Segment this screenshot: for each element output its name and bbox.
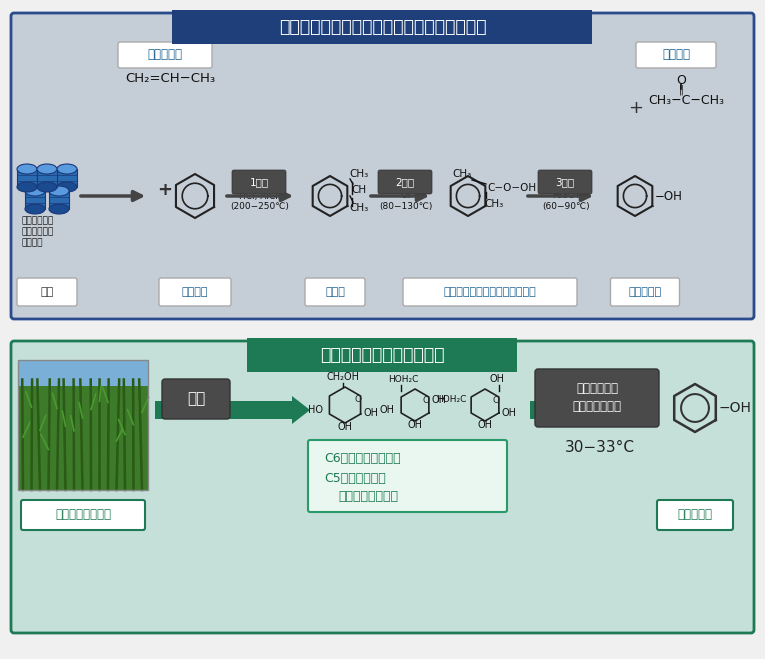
Text: 1段目: 1段目 bbox=[249, 177, 269, 187]
Text: バイオプロセス: バイオプロセス bbox=[572, 401, 621, 413]
Text: HOH₂C: HOH₂C bbox=[437, 395, 467, 405]
Ellipse shape bbox=[25, 204, 45, 214]
Text: O: O bbox=[493, 395, 500, 405]
Text: アラビノース等）: アラビノース等） bbox=[338, 490, 398, 503]
Bar bbox=[172, 10, 593, 44]
Polygon shape bbox=[530, 396, 658, 424]
Text: +: + bbox=[629, 99, 643, 117]
FancyBboxPatch shape bbox=[232, 170, 286, 194]
Bar bbox=[49, 191, 69, 209]
Text: OH: OH bbox=[337, 422, 353, 432]
FancyBboxPatch shape bbox=[535, 369, 659, 427]
FancyBboxPatch shape bbox=[162, 379, 230, 419]
Text: ・ナフサ分解: ・ナフサ分解 bbox=[22, 227, 54, 237]
Bar bbox=[57, 169, 77, 187]
Text: (80−130℃): (80−130℃) bbox=[379, 202, 433, 212]
Text: HCl, AlCl₃: HCl, AlCl₃ bbox=[239, 192, 282, 200]
Text: (60−90℃): (60−90℃) bbox=[542, 202, 590, 212]
Text: HOH₂C: HOH₂C bbox=[388, 374, 418, 384]
Bar bbox=[248, 338, 517, 372]
Bar bbox=[18, 360, 148, 405]
Text: フェノール: フェノール bbox=[678, 509, 712, 521]
FancyBboxPatch shape bbox=[403, 278, 577, 306]
Text: CH₂OH: CH₂OH bbox=[327, 372, 360, 382]
Bar bbox=[18, 360, 148, 490]
Text: ・抜出法: ・抜出法 bbox=[22, 239, 44, 248]
FancyBboxPatch shape bbox=[657, 500, 733, 530]
Ellipse shape bbox=[37, 182, 57, 192]
Text: クメン: クメン bbox=[325, 287, 345, 297]
Bar bbox=[25, 191, 45, 209]
Text: CH₃: CH₃ bbox=[349, 169, 368, 179]
Bar bbox=[17, 169, 37, 187]
FancyBboxPatch shape bbox=[17, 278, 77, 306]
Text: OH: OH bbox=[502, 408, 517, 418]
FancyBboxPatch shape bbox=[11, 13, 754, 319]
Text: 現在の工業的フェノール生産法（クメン法）: 現在の工業的フェノール生産法（クメン法） bbox=[278, 18, 487, 36]
Bar bbox=[18, 386, 148, 490]
Ellipse shape bbox=[49, 204, 69, 214]
Text: ベンゼン: ベンゼン bbox=[182, 287, 208, 297]
Text: 非可露バイオマス: 非可露バイオマス bbox=[55, 509, 111, 521]
FancyBboxPatch shape bbox=[159, 278, 231, 306]
Text: CH₂=CH−CH₃: CH₂=CH−CH₃ bbox=[125, 71, 215, 84]
Text: O₂: O₂ bbox=[401, 192, 412, 200]
Polygon shape bbox=[155, 396, 310, 424]
Text: OH: OH bbox=[477, 420, 493, 430]
Ellipse shape bbox=[37, 164, 57, 174]
Text: 2段目: 2段目 bbox=[396, 177, 415, 187]
FancyBboxPatch shape bbox=[118, 42, 212, 68]
Text: CH₃−C−CH₃: CH₃−C−CH₃ bbox=[648, 94, 724, 107]
Ellipse shape bbox=[17, 182, 37, 192]
Text: クメンハイドロパーオキサイド: クメンハイドロパーオキサイド bbox=[444, 287, 536, 297]
Text: (200−250℃): (200−250℃) bbox=[230, 202, 289, 212]
Text: CH: CH bbox=[351, 185, 366, 195]
Text: OH: OH bbox=[380, 405, 395, 415]
FancyBboxPatch shape bbox=[308, 440, 507, 512]
Text: 増殖非依存型: 増殖非依存型 bbox=[576, 382, 618, 395]
Text: CH₃: CH₃ bbox=[484, 199, 503, 209]
FancyBboxPatch shape bbox=[378, 170, 432, 194]
FancyBboxPatch shape bbox=[305, 278, 365, 306]
Text: O: O bbox=[354, 395, 361, 404]
Text: OH: OH bbox=[364, 408, 379, 418]
Text: ‖: ‖ bbox=[679, 85, 683, 96]
Ellipse shape bbox=[57, 164, 77, 174]
Text: フェノール: フェノール bbox=[628, 287, 662, 297]
Text: 3段目: 3段目 bbox=[555, 177, 575, 187]
Ellipse shape bbox=[17, 164, 37, 174]
Text: ・接触改質法: ・接触改質法 bbox=[22, 217, 54, 225]
Text: CH₃: CH₃ bbox=[349, 203, 368, 213]
Text: C−O−OH: C−O−OH bbox=[487, 183, 536, 193]
Text: OH: OH bbox=[408, 420, 422, 430]
Text: C5（キシロース: C5（キシロース bbox=[324, 471, 386, 484]
Text: CH₃: CH₃ bbox=[452, 169, 472, 179]
Text: グリーンフェノール生成法: グリーンフェノール生成法 bbox=[321, 346, 444, 364]
Text: 原油: 原油 bbox=[41, 287, 54, 297]
Bar bbox=[37, 169, 57, 187]
Ellipse shape bbox=[25, 186, 45, 196]
Text: O: O bbox=[423, 395, 430, 405]
FancyBboxPatch shape bbox=[610, 278, 679, 306]
FancyBboxPatch shape bbox=[636, 42, 716, 68]
Text: HO: HO bbox=[308, 405, 323, 415]
Ellipse shape bbox=[49, 186, 69, 196]
Text: プロピレン: プロピレン bbox=[148, 49, 183, 61]
Text: OH: OH bbox=[432, 395, 447, 405]
Text: C6（グルコース等）: C6（グルコース等） bbox=[324, 453, 401, 465]
Text: H₂SO₄: H₂SO₄ bbox=[552, 192, 579, 200]
Text: 糖化: 糖化 bbox=[187, 391, 205, 407]
Text: −OH: −OH bbox=[719, 401, 752, 415]
Text: 30−33°C: 30−33°C bbox=[565, 440, 635, 455]
Text: +: + bbox=[158, 181, 172, 199]
FancyBboxPatch shape bbox=[21, 500, 145, 530]
Text: アセトン: アセトン bbox=[662, 49, 690, 61]
Text: −OH: −OH bbox=[655, 190, 683, 202]
FancyBboxPatch shape bbox=[538, 170, 592, 194]
FancyBboxPatch shape bbox=[11, 341, 754, 633]
Ellipse shape bbox=[57, 182, 77, 192]
Text: OH: OH bbox=[490, 374, 504, 384]
Text: O: O bbox=[676, 74, 686, 86]
